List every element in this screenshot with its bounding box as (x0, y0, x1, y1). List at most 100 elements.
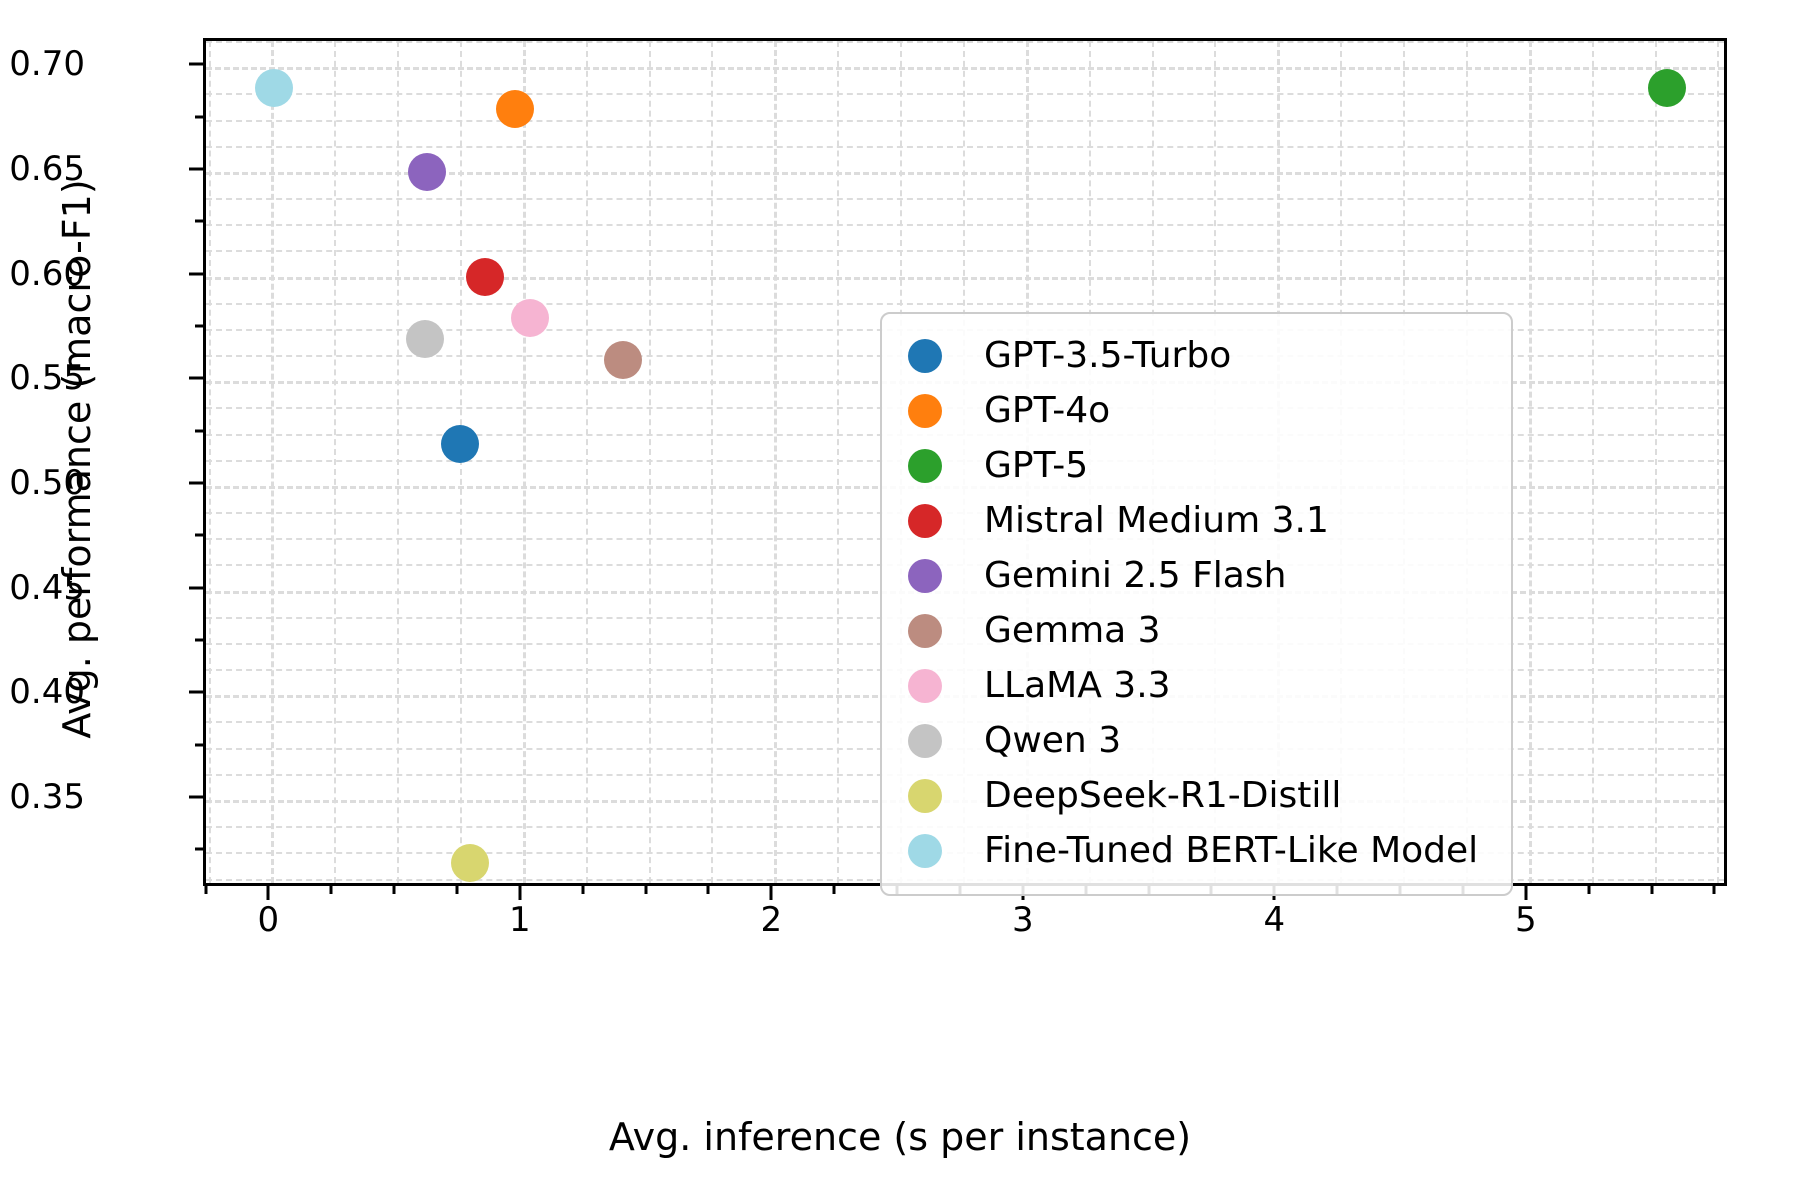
legend-item-label: DeepSeek-R1-Distill (984, 775, 1342, 816)
x-axis-minor-tick (832, 886, 836, 894)
x-axis-title: Avg. inference (s per instance) (608, 1115, 1192, 1159)
legend-item-label: GPT-3.5-Turbo (984, 335, 1232, 376)
data-point-marker (604, 341, 643, 380)
y-axis-tick (189, 795, 203, 799)
legend-item[interactable]: Gemma 3 (908, 603, 1493, 658)
y-axis-tick-label: 0.35 (9, 777, 85, 817)
data-point-marker (405, 320, 444, 359)
y-axis-minor-tick (195, 743, 203, 747)
grid-line-horizontal-major (206, 276, 1724, 280)
y-axis-tick (189, 586, 203, 590)
data-point-marker (408, 152, 447, 191)
legend-item-label: LLaMA 3.3 (984, 665, 1171, 706)
x-axis-tick-label: 2 (760, 900, 783, 940)
y-axis-minor-tick (195, 324, 203, 328)
x-axis-minor-tick (581, 886, 585, 894)
legend-item[interactable]: Mistral Medium 3.1 (908, 493, 1493, 548)
x-axis-minor-tick (644, 886, 648, 894)
grid-line-horizontal-minor (206, 145, 1724, 148)
grid-line-horizontal-minor (206, 224, 1724, 227)
grid-line-horizontal-minor (206, 93, 1724, 96)
x-axis-tick-label: 3 (1012, 900, 1034, 940)
y-axis-minor-tick (195, 219, 203, 223)
legend-item[interactable]: LLaMA 3.3 (908, 658, 1493, 713)
legend-color-swatch-icon (908, 503, 942, 538)
legend-color-swatch-icon (908, 778, 942, 813)
grid-line-vertical-minor (208, 41, 211, 883)
x-axis-tick (769, 886, 773, 900)
legend-item[interactable]: GPT-4o (908, 383, 1493, 438)
y-axis-minor-tick (195, 638, 203, 642)
x-axis-tick (518, 886, 522, 900)
legend-color-swatch-icon (908, 558, 942, 593)
x-axis-minor-tick (455, 886, 459, 894)
x-axis-minor-tick (1712, 886, 1716, 894)
y-axis-tick-label: 0.60 (9, 253, 85, 294)
data-point-marker (441, 425, 479, 464)
y-axis-minor-tick (195, 847, 203, 851)
y-axis-tick (189, 481, 203, 485)
legend-item[interactable]: Gemini 2.5 Flash (908, 548, 1493, 603)
data-point-marker (451, 843, 490, 882)
y-axis-tick-label: 0.50 (9, 462, 85, 503)
y-axis-minor-tick (195, 533, 203, 537)
y-axis-tick (189, 376, 203, 380)
grid-line-vertical-minor (1717, 41, 1720, 883)
data-point-marker (496, 90, 535, 129)
legend-item-label: Gemma 3 (984, 610, 1161, 651)
legend-item[interactable]: Fine-Tuned BERT-Like Model (908, 823, 1493, 878)
legend-item-label: Gemini 2.5 Flash (984, 555, 1287, 596)
y-axis-tick-label: 0.65 (9, 148, 85, 189)
legend-item[interactable]: GPT-5 (908, 438, 1493, 493)
y-axis-tick (189, 690, 203, 694)
grid-line-vertical-minor (334, 41, 337, 883)
data-point-marker (254, 69, 293, 108)
x-axis-tick (266, 886, 270, 900)
grid-line-vertical-major (522, 41, 526, 883)
x-axis-minor-tick (329, 886, 333, 894)
grid-line-horizontal-minor (206, 41, 1724, 43)
grid-line-vertical-minor (837, 41, 840, 883)
legend-item-label: Fine-Tuned BERT-Like Model (984, 830, 1479, 871)
grid-line-horizontal-minor (206, 119, 1724, 122)
y-axis-tick (189, 167, 203, 171)
grid-line-vertical-minor (397, 41, 400, 883)
x-axis-tick-label: 5 (1514, 900, 1537, 940)
y-axis-tick-label: 0.40 (9, 672, 85, 713)
legend-color-swatch-icon (908, 833, 942, 868)
legend-color-swatch-icon (908, 668, 942, 703)
y-axis-tick-label: 0.55 (9, 358, 85, 399)
legend-item[interactable]: GPT-3.5-Turbo (908, 328, 1493, 383)
x-axis-tick-label: 1 (509, 900, 531, 940)
y-axis-minor-tick (195, 429, 203, 433)
legend-item-label: GPT-4o (984, 390, 1111, 431)
grid-line-horizontal-minor (206, 198, 1724, 201)
x-axis-minor-tick (392, 886, 396, 894)
grid-line-vertical-major (1528, 41, 1532, 883)
legend-item-label: Qwen 3 (984, 720, 1122, 761)
legend-color-swatch-icon (908, 613, 942, 648)
legend-color-swatch-icon (908, 338, 942, 373)
legend-item[interactable]: Qwen 3 (908, 713, 1493, 768)
y-axis-minor-tick (195, 115, 203, 119)
data-point-marker (511, 299, 550, 338)
x-axis-tick-label: 0 (257, 900, 280, 940)
y-axis-tick-label: 0.45 (9, 567, 85, 608)
grid-line-horizontal-minor (206, 250, 1724, 253)
grid-line-vertical-minor (1654, 41, 1657, 883)
legend-item[interactable]: DeepSeek-R1-Distill (908, 768, 1493, 823)
x-axis-minor-tick (204, 886, 207, 894)
legend-color-swatch-icon (908, 393, 942, 428)
legend-color-swatch-icon (908, 723, 942, 758)
grid-line-horizontal-major (206, 67, 1724, 71)
y-axis-title: Avg. performance (macro-F1) (55, 179, 99, 739)
grid-line-vertical-minor (585, 41, 588, 883)
x-axis-tick-label: 4 (1263, 900, 1286, 940)
grid-line-vertical-major (774, 41, 778, 883)
y-axis-tick (189, 62, 203, 66)
data-marker-layer (206, 41, 1724, 883)
grid-line-vertical-minor (711, 41, 714, 883)
legend-color-swatch-icon (908, 448, 942, 483)
chart-legend: GPT-3.5-Turbo GPT-4o GPT-5 Mistral Medium 3… (880, 312, 1513, 896)
